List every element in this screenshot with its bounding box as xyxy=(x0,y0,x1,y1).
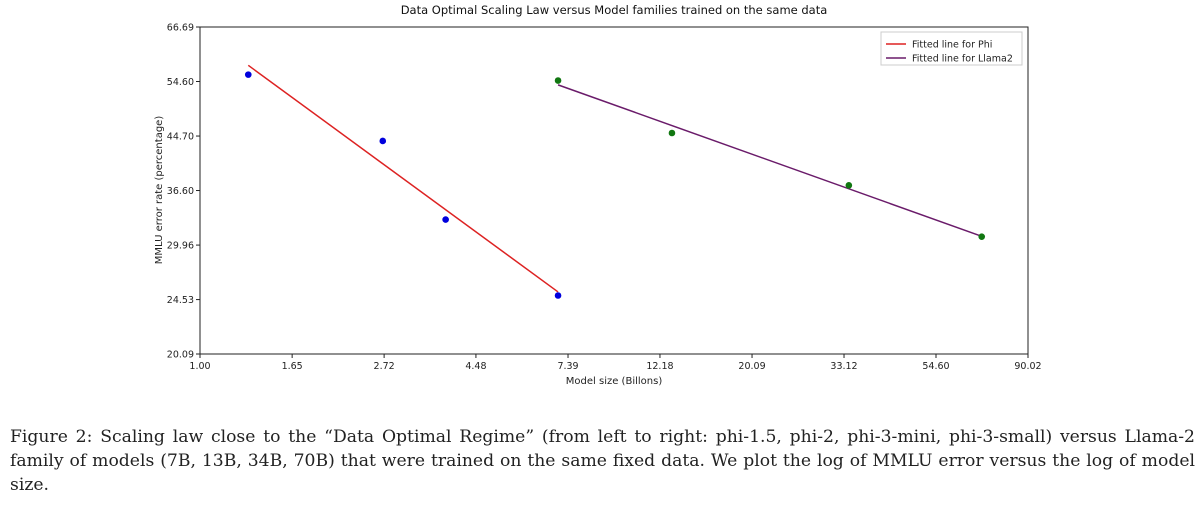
fitted-line-2 xyxy=(247,64,559,293)
x-tick-label: 7.39 xyxy=(557,361,578,372)
data-point xyxy=(442,216,449,223)
x-tick-label: 4.48 xyxy=(465,361,486,372)
plot-frame xyxy=(199,26,1029,355)
legend: Fitted line for Phi Fitted line for Llama… xyxy=(880,31,1023,66)
y-tick-label: 44.70 xyxy=(167,132,194,143)
data-point xyxy=(554,77,562,84)
y-tick-label: 24.53 xyxy=(167,295,194,306)
legend-label: Fitted line for Llama2 xyxy=(912,54,1013,65)
data-point xyxy=(554,292,562,299)
x-tick-label: 20.09 xyxy=(738,361,765,372)
x-tick-label: 1.00 xyxy=(189,361,210,372)
x-tick-label: 90.02 xyxy=(1014,361,1041,372)
x-tick-label: 12.18 xyxy=(646,361,673,372)
fitted-line-3 xyxy=(557,84,982,238)
x-tick-label: 1.65 xyxy=(282,361,303,372)
data-point xyxy=(978,233,986,240)
x-tick-label: 2.72 xyxy=(374,361,395,372)
legend-box xyxy=(880,31,1023,66)
y-tick-label: 20.09 xyxy=(167,350,194,361)
x-axis-label: Model size (Billons) xyxy=(566,376,663,387)
legend-label: Fitted line for Phi xyxy=(912,40,992,51)
data-point xyxy=(244,71,252,78)
x-tick-label: 33.12 xyxy=(830,361,857,372)
x-tick-label: 54.60 xyxy=(922,361,949,372)
scaling-law-chart: Data Optimal Scaling Law versus Model fa… xyxy=(154,3,1042,387)
data-point xyxy=(668,129,676,137)
y-tick-label: 29.96 xyxy=(167,241,194,252)
y-tick-label: 66.69 xyxy=(167,23,194,34)
y-axis-label: MMLU error rate (percentage) xyxy=(154,116,165,265)
data-point xyxy=(845,182,853,189)
y-tick-label: 36.60 xyxy=(167,186,194,197)
chart-title: Data Optimal Scaling Law versus Model fa… xyxy=(401,3,828,17)
data-point xyxy=(379,137,387,145)
figure-caption: Figure 2: Scaling law close to the “Data… xyxy=(10,427,1195,495)
y-tick-label: 54.60 xyxy=(167,77,194,88)
